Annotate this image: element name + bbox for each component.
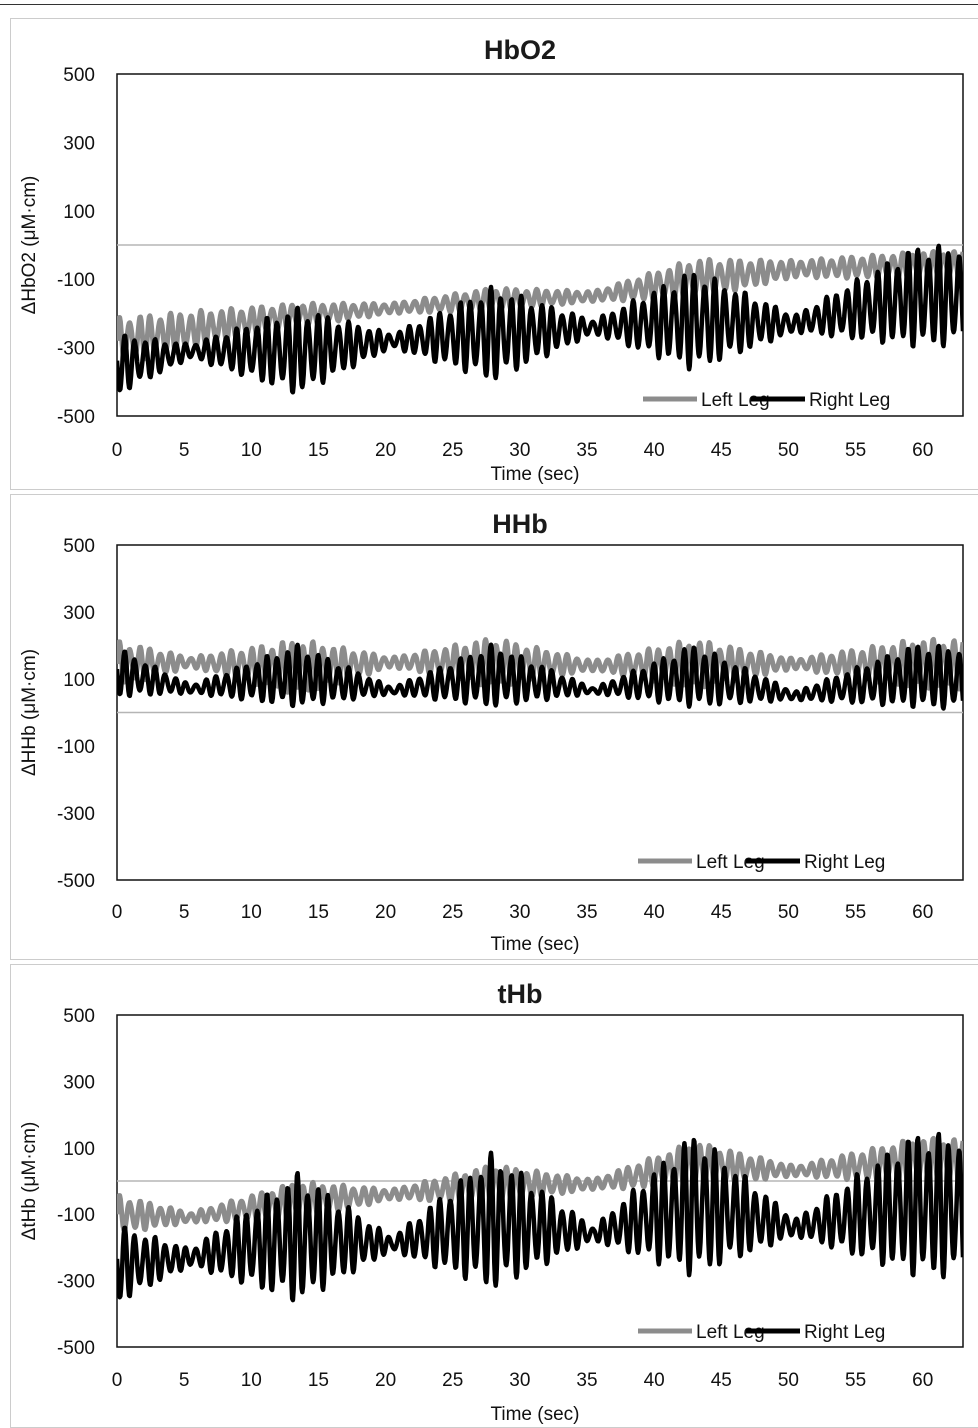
y-tick-label: 500 bbox=[63, 1006, 95, 1027]
x-tick-label: 40 bbox=[644, 440, 665, 461]
x-tick-label: 45 bbox=[711, 902, 732, 923]
y-tick-label: 100 bbox=[63, 670, 95, 691]
x-tick-label: 15 bbox=[308, 1370, 329, 1391]
series-line-right-leg bbox=[117, 1131, 963, 1303]
hhb-panel: HHb 500 300 100 -100 -300 -500 0 5 10 15 20 25 30 35 40… bbox=[10, 494, 978, 960]
legend-label: Right Leg bbox=[804, 1322, 885, 1343]
hbo2-chart: HbO2 500 300 100 -100 -300 -500 0 5 10 15 20 25 30 35 4… bbox=[19, 35, 964, 485]
x-tick-label: 25 bbox=[442, 440, 463, 461]
y-tick-label: 300 bbox=[63, 133, 95, 154]
x-tick-label: 60 bbox=[912, 440, 933, 461]
series-line-right-leg bbox=[117, 642, 963, 711]
x-tick-label: 45 bbox=[711, 1370, 732, 1391]
thb-panel: tHb 500 300 100 -100 -300 -500 0 5 10 15 20 25 30 35 40… bbox=[10, 964, 978, 1428]
x-tick-label: 35 bbox=[576, 440, 597, 461]
y-tick-label: 500 bbox=[63, 536, 95, 557]
legend-label: Right Leg bbox=[804, 852, 885, 873]
x-tick-label: 55 bbox=[845, 440, 866, 461]
y-tick-label: -500 bbox=[57, 1338, 95, 1359]
y-tick-label: 300 bbox=[63, 1072, 95, 1093]
x-tick-label: 30 bbox=[509, 902, 530, 923]
hhb-chart: HHb 500 300 100 -100 -300 -500 0 5 10 15 20 25 30 35 40… bbox=[19, 509, 964, 955]
x-tick-label: 35 bbox=[576, 902, 597, 923]
y-axis-label: ΔHHb (μM·cm) bbox=[19, 649, 40, 776]
thb-chart: tHb 500 300 100 -100 -300 -500 0 5 10 15 20 25 30 35 40… bbox=[19, 979, 964, 1425]
y-tick-label: 300 bbox=[63, 603, 95, 624]
x-tick-label: 10 bbox=[241, 902, 262, 923]
x-tick-label: 20 bbox=[375, 440, 396, 461]
x-tick-label: 25 bbox=[442, 902, 463, 923]
x-tick-label: 15 bbox=[308, 440, 329, 461]
x-tick-label: 10 bbox=[241, 1370, 262, 1391]
x-tick-label: 20 bbox=[375, 902, 396, 923]
y-tick-label: 500 bbox=[63, 65, 95, 86]
x-tick-label: 5 bbox=[179, 902, 190, 923]
x-tick-label: 30 bbox=[509, 440, 530, 461]
x-tick-label: 15 bbox=[308, 902, 329, 923]
legend-label: Left Leg bbox=[701, 390, 770, 411]
legend-label: Left Leg bbox=[696, 852, 765, 873]
x-tick-label: 50 bbox=[778, 902, 799, 923]
hbo2-panel: HbO2 500 300 100 -100 -300 -500 0 5 10 15 20 25 30 35 4… bbox=[10, 18, 978, 490]
x-tick-label: 55 bbox=[845, 902, 866, 923]
y-tick-label: -100 bbox=[57, 270, 95, 291]
y-tick-label: -300 bbox=[57, 339, 95, 360]
x-tick-label: 35 bbox=[576, 1370, 597, 1391]
x-tick-label: 0 bbox=[112, 1370, 123, 1391]
chart-title: tHb bbox=[498, 979, 543, 1009]
x-tick-label: 60 bbox=[912, 1370, 933, 1391]
x-tick-label: 40 bbox=[644, 902, 665, 923]
x-tick-label: 5 bbox=[179, 440, 190, 461]
x-axis-label: Time (sec) bbox=[490, 1404, 579, 1425]
x-tick-label: 20 bbox=[375, 1370, 396, 1391]
x-axis-label: Time (sec) bbox=[490, 464, 579, 485]
x-tick-label: 50 bbox=[778, 1370, 799, 1391]
y-tick-label: -500 bbox=[57, 407, 95, 428]
y-tick-label: -300 bbox=[57, 1272, 95, 1293]
x-tick-label: 0 bbox=[112, 440, 123, 461]
chart-title: HbO2 bbox=[484, 35, 556, 65]
x-tick-label: 0 bbox=[112, 902, 123, 923]
legend-label: Right Leg bbox=[809, 390, 890, 411]
y-tick-label: -100 bbox=[57, 1205, 95, 1226]
x-tick-label: 50 bbox=[778, 440, 799, 461]
y-tick-label: 100 bbox=[63, 1139, 95, 1160]
y-tick-label: 100 bbox=[63, 202, 95, 223]
x-tick-label: 45 bbox=[711, 440, 732, 461]
x-tick-label: 40 bbox=[644, 1370, 665, 1391]
legend-label: Left Leg bbox=[696, 1322, 765, 1343]
y-tick-label: -300 bbox=[57, 804, 95, 825]
x-tick-label: 10 bbox=[241, 440, 262, 461]
x-tick-label: 55 bbox=[845, 1370, 866, 1391]
y-axis-label: ΔtHb (μM·cm) bbox=[19, 1122, 40, 1241]
series-line-right-leg bbox=[117, 243, 963, 395]
chart-title: HHb bbox=[492, 509, 548, 539]
y-tick-label: -500 bbox=[57, 871, 95, 892]
x-tick-label: 25 bbox=[442, 1370, 463, 1391]
top-rule bbox=[0, 4, 978, 5]
x-tick-label: 30 bbox=[509, 1370, 530, 1391]
x-axis-label: Time (sec) bbox=[490, 934, 579, 955]
x-tick-label: 60 bbox=[912, 902, 933, 923]
y-tick-label: -100 bbox=[57, 737, 95, 758]
y-axis-label: ΔHbO2 (μM·cm) bbox=[19, 176, 40, 315]
x-tick-label: 5 bbox=[179, 1370, 190, 1391]
